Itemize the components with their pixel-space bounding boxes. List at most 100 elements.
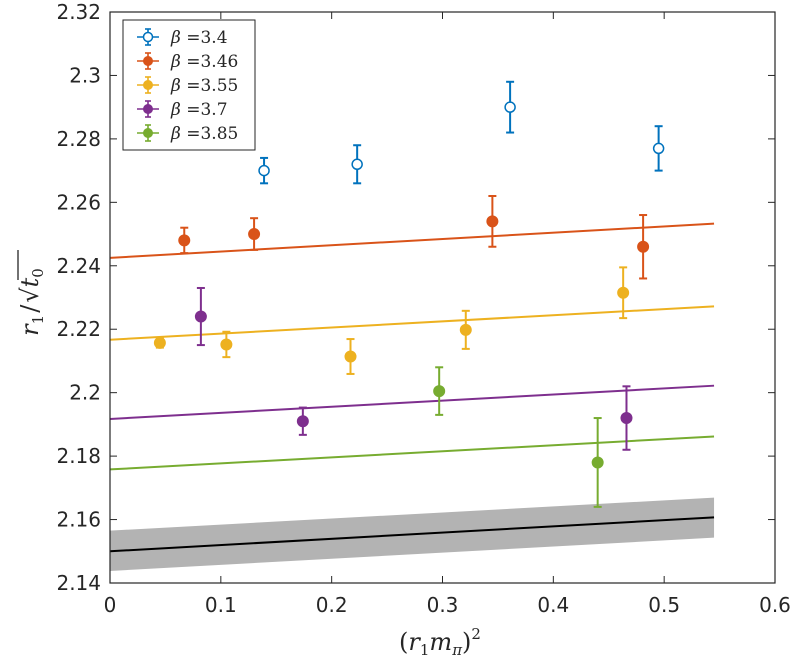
legend-value: =3.85 <box>186 124 238 144</box>
y-tick-label: 2.16 <box>56 508 101 532</box>
continuum-fit-line <box>109 516 715 553</box>
legend-entry-2: β =3.55 <box>137 76 238 96</box>
marker-open <box>652 142 665 155</box>
fit-line-series-1 <box>109 222 715 259</box>
legend-label: β =3.85 <box>170 124 238 144</box>
marker-open <box>504 101 516 113</box>
svg-text:r1/√t0: r1 /√t0 <box>16 268 47 336</box>
y-axis-title: r1 /√t0 <box>16 250 47 336</box>
legend-label: β =3.4 <box>170 28 228 48</box>
xlabel-sup: 2 <box>471 625 481 643</box>
marker-filled <box>248 228 261 241</box>
data-points-layer <box>153 80 665 508</box>
x-tick-label: 0.5 <box>648 593 680 617</box>
y-tick-label: 2.32 <box>56 0 101 24</box>
x-tick-label: 0.4 <box>537 593 569 617</box>
marker-filled <box>296 415 309 428</box>
legend-entry-1: β =3.46 <box>137 52 238 72</box>
marker-filled <box>220 338 233 351</box>
legend-symbol: β <box>170 28 186 48</box>
fit-line-series-3 <box>109 384 715 420</box>
legend-label: β =3.55 <box>170 76 238 96</box>
xlabel-subpi: π <box>451 641 463 659</box>
data-point-s2-p4 <box>617 266 630 320</box>
legend-entry-3: β =3.7 <box>137 100 228 120</box>
marker-open <box>258 164 270 177</box>
marker-filled <box>617 286 630 299</box>
xlabel-r: r <box>408 628 421 656</box>
marker-filled <box>194 310 207 323</box>
data-point-s1-p2 <box>486 194 499 248</box>
marker-filled <box>591 456 604 469</box>
legend-value: =3.46 <box>186 52 238 72</box>
data-point-s3-p1 <box>296 406 309 436</box>
data-point-s1-p1 <box>248 217 261 251</box>
data-point-s3-p0 <box>194 286 207 347</box>
marker-filled <box>459 323 472 336</box>
x-tick-label: 0 <box>104 593 117 617</box>
legend-marker-filled <box>143 80 153 90</box>
legend-symbol: β <box>170 76 186 96</box>
legend-marker-open <box>142 31 154 43</box>
legend: β =3.4β =3.46β =3.55β =3.7β =3.85 <box>122 19 256 151</box>
marker-filled <box>344 350 357 363</box>
xlabel-close: ) <box>462 628 471 656</box>
legend-entry-4: β =3.85 <box>137 124 238 144</box>
marker-filled <box>153 336 166 349</box>
legend-label: β =3.46 <box>170 52 238 72</box>
legend-label: β =3.7 <box>170 100 228 120</box>
y-tick-label: 2.14 <box>56 571 101 595</box>
x-axis-title: (r1mπ)2 <box>399 625 481 659</box>
legend-value: =3.55 <box>186 76 238 96</box>
ylabel-sub1: 1 <box>29 315 47 325</box>
marker-filled <box>486 215 499 228</box>
ylabel-slash: / <box>16 304 44 313</box>
legend-marker-filled <box>143 128 153 138</box>
y-tick-label: 2.26 <box>56 190 101 214</box>
legend-symbol: β <box>170 124 186 144</box>
data-point-s0-p1 <box>351 144 363 185</box>
data-point-s0-p3 <box>652 125 665 172</box>
legend-marker-filled <box>143 56 153 66</box>
legend-value: =3.7 <box>186 100 227 120</box>
x-tick-label: 0.2 <box>316 593 348 617</box>
data-point-s1-p0 <box>178 226 191 255</box>
axes-layer: 0 0.1 0.2 0.3 0.4 0.5 0.6 2.14 2.16 2.18 2.2 2.22 2.… <box>56 0 790 617</box>
legend-entry-0: β =3.4 <box>137 28 228 48</box>
x-tick-label: 0.1 <box>205 593 237 617</box>
y-tick-label: 2.18 <box>56 444 101 468</box>
data-point-s0-p2 <box>504 80 516 134</box>
fit-line-series-4 <box>109 435 715 471</box>
legend-symbol: β <box>170 52 186 72</box>
legend-marker-filled <box>143 104 153 114</box>
xlabel-sub1: 1 <box>420 641 430 659</box>
marker-open <box>351 158 363 171</box>
data-point-s4-p0 <box>433 366 446 416</box>
x-tick-label: 0.6 <box>759 593 791 617</box>
ylabel-t: t <box>16 277 44 287</box>
marker-filled <box>637 240 650 253</box>
marker-filled <box>620 412 633 425</box>
xlabel-open: ( <box>399 628 408 656</box>
legend-value: =3.4 <box>186 28 227 48</box>
ylabel-r: r <box>16 323 44 336</box>
data-point-s0-p0 <box>258 156 270 185</box>
fit-line-series-2 <box>109 305 715 341</box>
y-tick-label: 2.2 <box>69 381 101 405</box>
data-point-s2-p3 <box>459 309 472 350</box>
y-tick-label: 2.28 <box>56 127 101 151</box>
legend-symbol: β <box>170 100 186 120</box>
data-point-s1-p3 <box>637 214 650 280</box>
data-point-s3-p2 <box>620 385 633 451</box>
data-point-s2-p1 <box>220 330 233 359</box>
xlabel-m: m <box>429 628 452 656</box>
marker-filled <box>433 385 446 398</box>
data-point-s4-p1 <box>591 417 604 508</box>
x-tick-label: 0.3 <box>427 593 459 617</box>
ylabel-sub0: 0 <box>29 268 47 278</box>
data-point-s2-p0 <box>153 336 166 349</box>
y-tick-label: 2.3 <box>69 63 101 87</box>
y-tick-label: 2.22 <box>56 317 101 341</box>
data-point-s2-p2 <box>344 338 357 375</box>
